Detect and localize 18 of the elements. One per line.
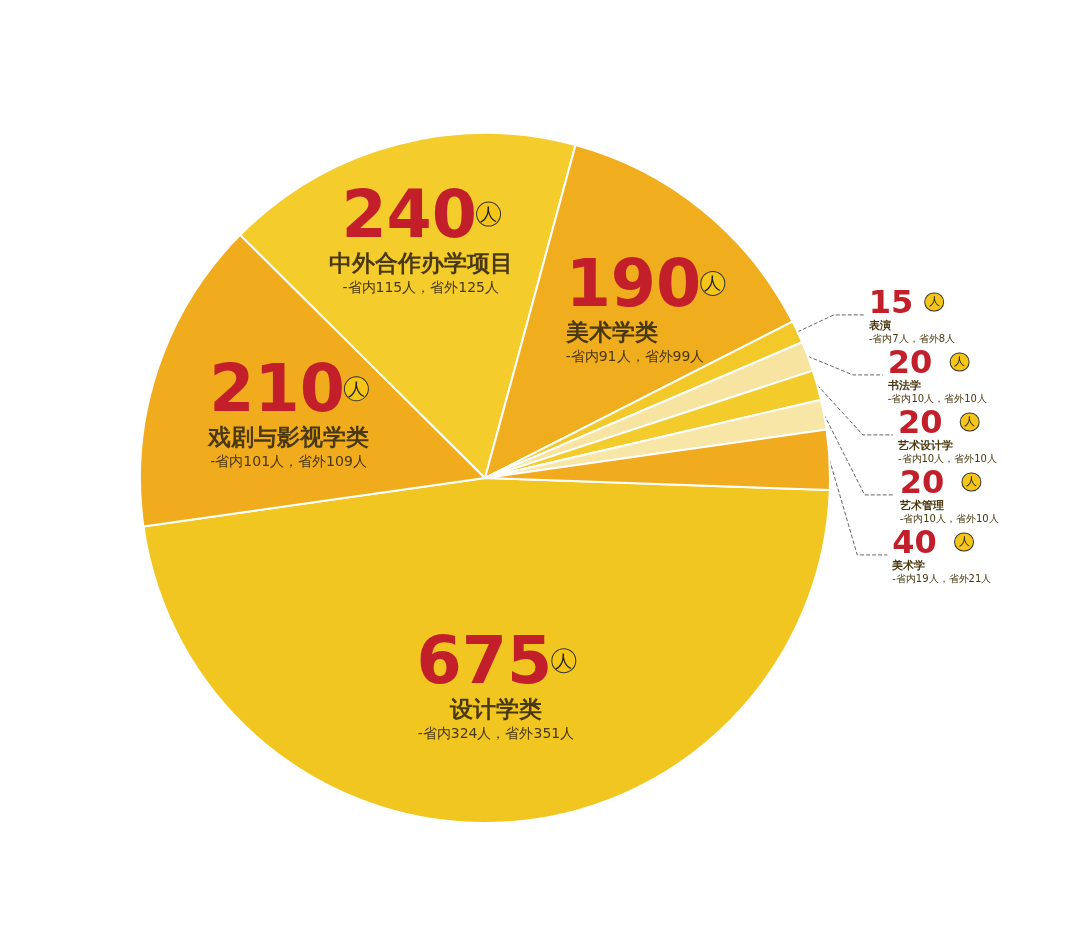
text: -省内10人，省外10人 <box>897 453 997 465</box>
slice-label: 表演 <box>867 319 891 333</box>
text: -省内19人，省外21人 <box>892 573 992 585</box>
slice-label: 美术学 <box>891 559 926 573</box>
slice-label: 中外合作办学项目 <box>328 249 513 276</box>
slice-label: 戏剧与影视学类 <box>207 424 370 451</box>
slice-label: 书法学 <box>886 379 921 393</box>
text: -省内10人，省外10人 <box>899 513 999 525</box>
slice-label: 艺术管理 <box>898 499 944 513</box>
text: -省内7人，省外8人 <box>868 333 956 345</box>
text: -省内101人，省外109人 <box>210 453 367 470</box>
text: -省内115人，省外125人 <box>342 278 499 295</box>
text: -省内91人，省外99人 <box>565 347 705 364</box>
legend-label: 设计学类 <box>448 696 542 723</box>
text: -省内10人，省外10人 <box>887 393 987 405</box>
text: -省内324人，省外351人 <box>417 725 575 742</box>
slice-label: 美术学类 <box>564 318 658 345</box>
slice-label: 艺术设计学 <box>896 439 953 453</box>
